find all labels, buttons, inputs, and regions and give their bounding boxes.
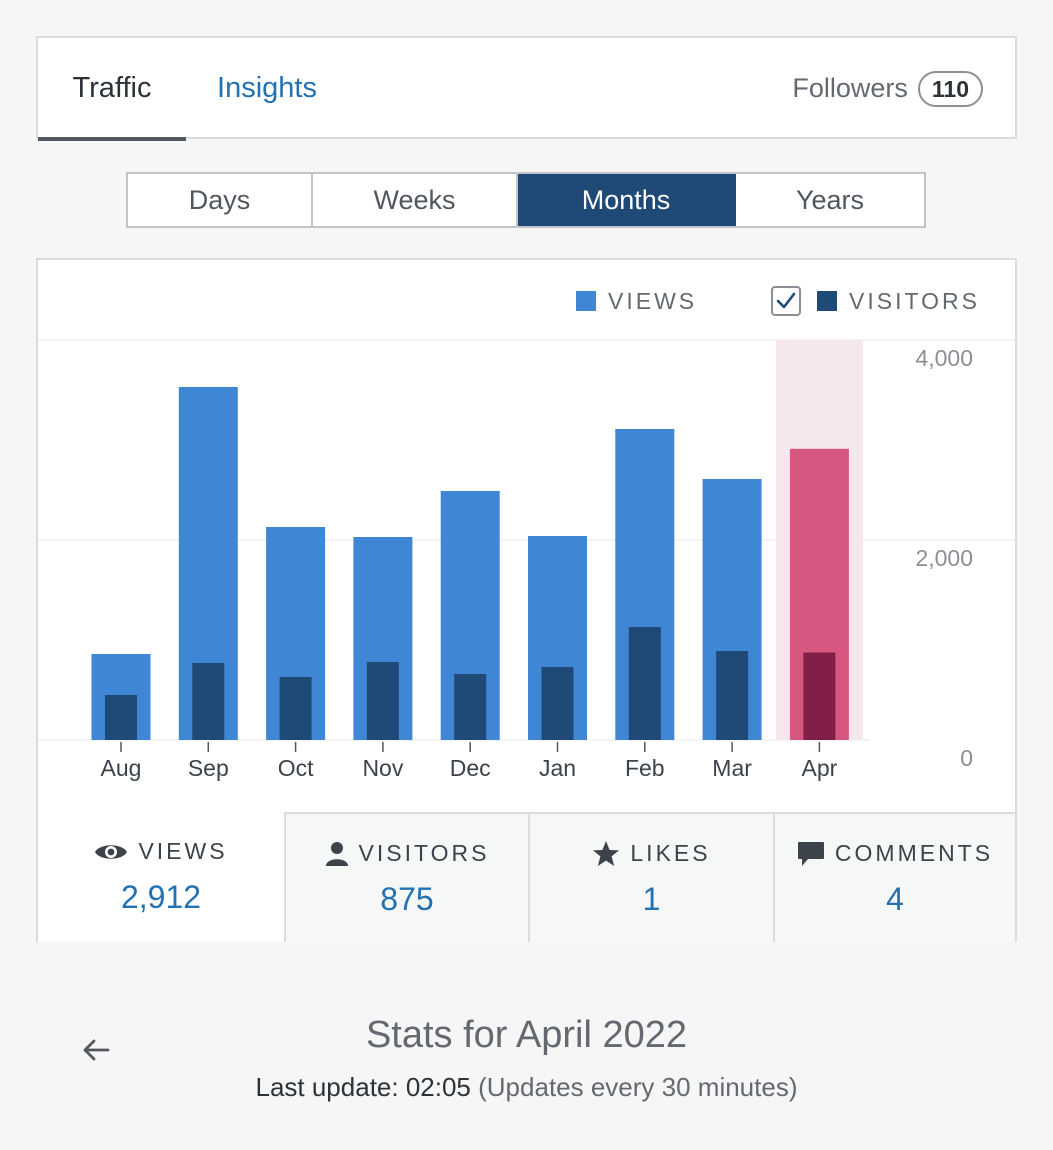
x-tick-label-oct: Oct — [278, 755, 314, 781]
visitors-bar-oct — [279, 677, 312, 740]
eye-icon — [95, 844, 128, 859]
arrow-left-icon — [83, 1039, 110, 1061]
stat-tab-comments[interactable]: COMMENTS 4 — [773, 812, 1015, 942]
visitors-bar-apr — [803, 652, 836, 740]
period-months-button[interactable]: Months — [518, 174, 736, 226]
x-tick-label-mar: Mar — [712, 755, 752, 781]
stat-visitors-label-row: VISITORS — [325, 840, 490, 867]
stat-visitors-value: 875 — [380, 881, 434, 917]
y-tick-label-0: 4,000 — [915, 345, 973, 371]
period-years-button[interactable]: Years — [795, 184, 865, 215]
followers-link[interactable]: Followers 110 — [792, 38, 983, 139]
visitors-bar-sep — [192, 663, 225, 740]
stat-likes-label-row: LIKES — [592, 840, 710, 867]
stat-views-label: VIEWS — [138, 838, 228, 864]
x-tick-label-dec: Dec — [450, 755, 491, 781]
visitors-toggle-checkbox[interactable] — [771, 286, 801, 316]
comment-icon — [797, 841, 824, 866]
period-days-button[interactable]: Days — [128, 174, 313, 226]
x-tick-label-aug: Aug — [101, 755, 142, 781]
stat-tab-visitors[interactable]: VISITORS 875 — [284, 812, 528, 942]
x-tick-label-feb: Feb — [625, 755, 665, 781]
stats-header-card: Traffic Insights Followers 110 — [36, 36, 1017, 141]
stat-tab-likes[interactable]: LIKES 1 — [528, 812, 773, 942]
y-tick-label-1: 2,000 — [915, 545, 973, 571]
visitors-bar-feb — [628, 627, 661, 740]
x-tick-label-sep: Sep — [188, 755, 229, 781]
checkmark-icon — [776, 292, 796, 309]
legend-visitors-label: VISITORS — [849, 287, 980, 314]
legend-visitors: VISITORS — [771, 286, 980, 316]
stats-period-title: Stats for April 2022 — [365, 1014, 688, 1056]
visitors-bar-aug — [105, 695, 137, 740]
update-frequency-note: (Updates every 30 minutes) — [478, 1072, 798, 1102]
tab-traffic[interactable]: Traffic — [38, 38, 186, 141]
visitors-bar-jan — [541, 667, 574, 740]
followers-label: Followers — [792, 73, 908, 103]
visitors-bar-mar — [716, 651, 749, 740]
stat-tab-views[interactable]: VIEWS 2,912 — [38, 812, 284, 942]
tab-insights[interactable]: Insights — [217, 72, 317, 104]
visitors-bar-nov — [366, 662, 399, 740]
stat-likes-label: LIKES — [630, 840, 711, 866]
x-tick-label-apr: Apr — [802, 755, 838, 781]
y-tick-label-2: 0 — [960, 745, 973, 771]
person-icon — [325, 841, 348, 866]
period-weeks-button[interactable]: Weeks — [313, 174, 518, 226]
stat-views-value: 2,912 — [120, 879, 202, 915]
legend-visitors-swatch — [817, 291, 837, 311]
stat-visitors-label: VISITORS — [358, 840, 490, 866]
stat-views-label-row: VIEWS — [94, 838, 227, 865]
followers-count-badge: 110 — [917, 70, 983, 107]
x-tick-label-nov: Nov — [362, 755, 403, 781]
stat-likes-value: 1 — [642, 881, 661, 917]
x-tick-label-jan: Jan — [539, 755, 576, 781]
period-selector: Days Weeks Months Years — [126, 172, 926, 228]
stat-comments-label-row: COMMENTS — [797, 840, 993, 867]
previous-period-button[interactable] — [76, 1030, 116, 1070]
visitors-bar-dec — [454, 674, 487, 740]
star-icon — [593, 841, 620, 866]
last-update-label: Last update: 02:05 — [255, 1072, 471, 1102]
legend-views-label: VIEWS — [608, 287, 698, 314]
stat-comments-value: 4 — [886, 881, 904, 917]
bar-chart: Aug Sep Oct Nov Dec Jan Feb Mar Apr 4,000 2,000 0 — [38, 339, 1015, 781]
stat-comments-label: COMMENTS — [834, 840, 994, 866]
legend-views-swatch — [576, 291, 596, 311]
legend-views: VIEWS — [576, 286, 697, 316]
last-update-line: Last update: 02:05 (Updates every 30 min… — [0, 1072, 1053, 1103]
